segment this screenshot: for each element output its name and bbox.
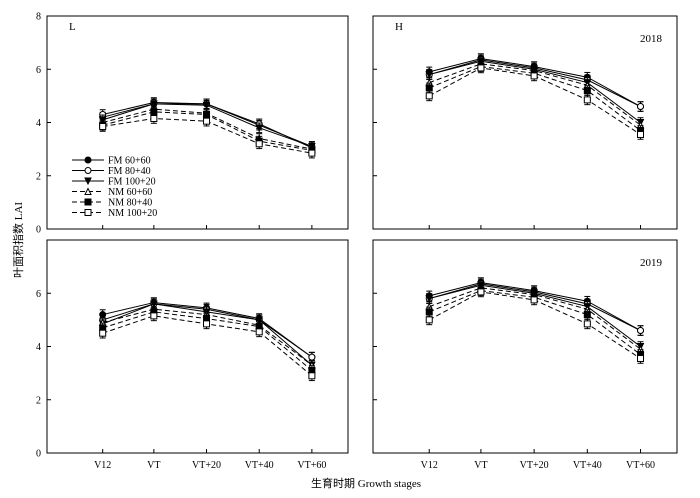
x-axis-title: 生育时期 Growth stages: [311, 476, 421, 490]
x-tick-label: VT+20: [520, 460, 549, 471]
x-tick-label: VT+60: [626, 460, 655, 471]
data-point: [583, 87, 591, 95]
y-tick-label: 8: [36, 12, 41, 23]
data-point: [150, 115, 158, 123]
data-point: [255, 124, 264, 132]
legend-item: FM 60+60: [72, 156, 151, 167]
series-nm-100-20: [425, 286, 645, 364]
data-point: [99, 122, 107, 130]
y-tick-label: 4: [36, 118, 41, 129]
legend-marker: [84, 209, 92, 216]
x-tick-label: VT+40: [245, 460, 274, 471]
data-point: [150, 300, 158, 309]
data-point: [425, 316, 433, 324]
chart-panel-2: H 2018: [372, 15, 678, 230]
data-point: [583, 311, 591, 319]
data-point: [308, 149, 316, 157]
y-tick-label: 4: [36, 342, 41, 353]
legend-marker: [84, 187, 92, 195]
y-tick-label: 0: [36, 225, 41, 236]
legend-label: FM 60+60: [108, 156, 151, 167]
y-axis-title: 叶面积指数 LAI: [11, 202, 25, 278]
x-tick-label: V12: [94, 460, 111, 471]
series-nm-100-20: [99, 310, 316, 382]
plot-frame: [46, 15, 349, 230]
data-point: [150, 100, 158, 108]
chart-panel-1: 0 2 4 6 8 L: [36, 12, 349, 236]
series-line: [429, 66, 641, 131]
x-tick-label: VT+40: [573, 460, 602, 471]
x-tick-label: VT+20: [192, 460, 221, 471]
chart-panel-3: 0 2 4 6 V12 VT VT+20 VT+40 VT+60: [36, 239, 349, 471]
data-point: [425, 92, 433, 100]
data-point: [255, 328, 263, 336]
data-point: [637, 327, 645, 335]
legend-item: NM 60+60: [72, 187, 152, 198]
data-point: [150, 312, 158, 320]
data-point: [425, 308, 433, 316]
legend-marker: [84, 177, 92, 186]
data-point: [583, 96, 591, 104]
legend-marker: [84, 156, 92, 164]
data-point: [637, 130, 645, 138]
legend-label: FM 80+40: [108, 166, 151, 177]
series-line: [429, 290, 641, 355]
data-point: [637, 103, 645, 111]
y-tick-label: 2: [36, 395, 41, 406]
data-point: [530, 296, 538, 304]
data-point: [637, 354, 645, 362]
data-point: [203, 320, 211, 328]
data-point: [425, 295, 434, 303]
data-point: [583, 320, 591, 328]
data-point: [203, 117, 211, 125]
x-tick-label: VT: [147, 460, 160, 471]
panel-label: H: [395, 21, 403, 33]
year-label: 2019: [640, 257, 663, 269]
y-tick-label: 6: [36, 65, 41, 76]
x-tick-label: V12: [421, 460, 438, 471]
series-nm-100-20: [425, 62, 645, 140]
data-point: [477, 288, 485, 296]
y-tick-label: 6: [36, 289, 41, 300]
legend-item: FM 100+20: [72, 177, 156, 188]
y-tick-label: 2: [36, 171, 41, 182]
y-tick-label: 0: [36, 449, 41, 460]
chart-panel-4: V12 VT VT+20 VT+40 VT+60 2019: [372, 239, 678, 471]
data-point: [477, 64, 485, 72]
data-point: [202, 101, 211, 110]
year-label: 2018: [640, 33, 663, 45]
legend-label: FM 100+20: [108, 177, 156, 188]
series-nm-100-20: [99, 113, 316, 159]
legend-label: NM 60+60: [108, 187, 152, 198]
legend-item: NM 80+40: [72, 198, 152, 209]
legend-marker: [84, 167, 92, 174]
data-point: [425, 71, 434, 79]
series-nm-80-40: [99, 306, 316, 376]
x-tick-label: VT+60: [297, 460, 326, 471]
data-point: [255, 316, 264, 324]
data-point: [425, 84, 433, 92]
legend-marker: [84, 198, 92, 206]
plot-frame: [372, 15, 678, 230]
panel-label: L: [69, 21, 76, 33]
legend-item: NM 100+20: [72, 208, 157, 219]
data-point: [308, 353, 316, 361]
data-point: [530, 72, 538, 80]
legend-label: NM 80+40: [108, 198, 152, 209]
plot-frame: [46, 239, 349, 454]
data-point: [255, 140, 263, 148]
legend-label: NM 100+20: [108, 208, 157, 219]
legend-item: FM 80+40: [72, 166, 151, 177]
x-tick-label: VT: [474, 460, 487, 471]
data-point: [99, 329, 107, 337]
series-nm-60-60: [98, 303, 316, 371]
chart-panels: 0 2 4 6 8 L H 2018 0 2 4 6 V12 VT VT+20 VT+40 VT+60 V12 VT…: [36, 12, 678, 471]
data-point: [308, 372, 316, 380]
plot-frame: [372, 239, 678, 454]
